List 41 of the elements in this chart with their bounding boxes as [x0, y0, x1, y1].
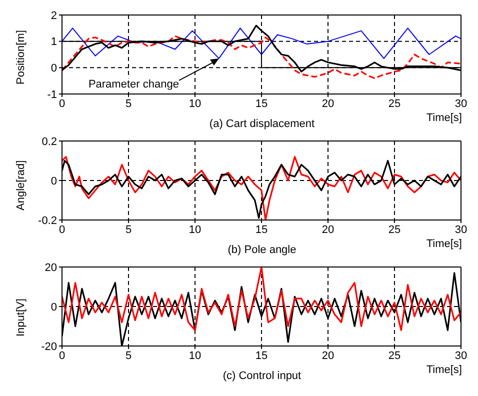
x-tick-label: 10 — [188, 224, 202, 236]
x-tick-label: 20 — [322, 224, 334, 236]
x-tick-label: 15 — [255, 98, 268, 110]
text: (b) Pole angle — [228, 244, 296, 256]
x-tick-label: 25 — [388, 350, 401, 362]
x-tick-label: 0 — [58, 350, 66, 362]
x-tick-label: 10 — [188, 350, 202, 362]
x-tick-label: 15 — [255, 224, 268, 236]
x-axis-title: Time[s] — [426, 238, 462, 250]
y-axis-title: Position[m] — [14, 30, 27, 84]
x-tick-label: 10 — [188, 98, 202, 110]
y-tick-label: -1 — [47, 88, 57, 101]
y-tick-label: 20 — [44, 262, 57, 274]
x-axis-title: Time[s] — [426, 112, 462, 124]
y-axis-title: Angle[rad] — [14, 160, 27, 210]
annotation: Parameter change — [88, 78, 179, 90]
x-tick-label: 5 — [125, 98, 132, 110]
x-tick-label: 15 — [255, 350, 268, 362]
x-tick-label: 20 — [322, 98, 334, 110]
x-tick-label: 25 — [388, 224, 401, 236]
y-tick-label: 0 — [50, 301, 57, 314]
text: (c) Control input — [222, 370, 302, 382]
x-tick-label: 30 — [454, 98, 468, 110]
y-tick-label: 0 — [50, 175, 57, 188]
x-axis-title: Time[s] — [426, 364, 462, 376]
text: (a) Cart displacement — [209, 118, 315, 130]
y-tick-label: 2 — [50, 10, 57, 22]
x-tick-label: 20 — [322, 350, 334, 362]
x-tick-label: 5 — [125, 224, 132, 236]
x-tick-label: 0 — [58, 224, 66, 236]
y-tick-label: 0 — [50, 62, 57, 75]
y-axis-title: Input[V] — [14, 298, 27, 336]
y-tick-label: -0.2 — [38, 214, 57, 227]
x-tick-label: 30 — [454, 224, 468, 236]
x-tick-label: 25 — [388, 98, 401, 110]
x-tick-label: 5 — [125, 350, 132, 362]
y-tick-label: 0.2 — [42, 136, 57, 148]
x-tick-label: 0 — [58, 98, 66, 110]
x-tick-label: 30 — [454, 350, 468, 362]
y-tick-label: 1 — [50, 36, 57, 48]
y-tick-label: -20 — [41, 340, 57, 353]
